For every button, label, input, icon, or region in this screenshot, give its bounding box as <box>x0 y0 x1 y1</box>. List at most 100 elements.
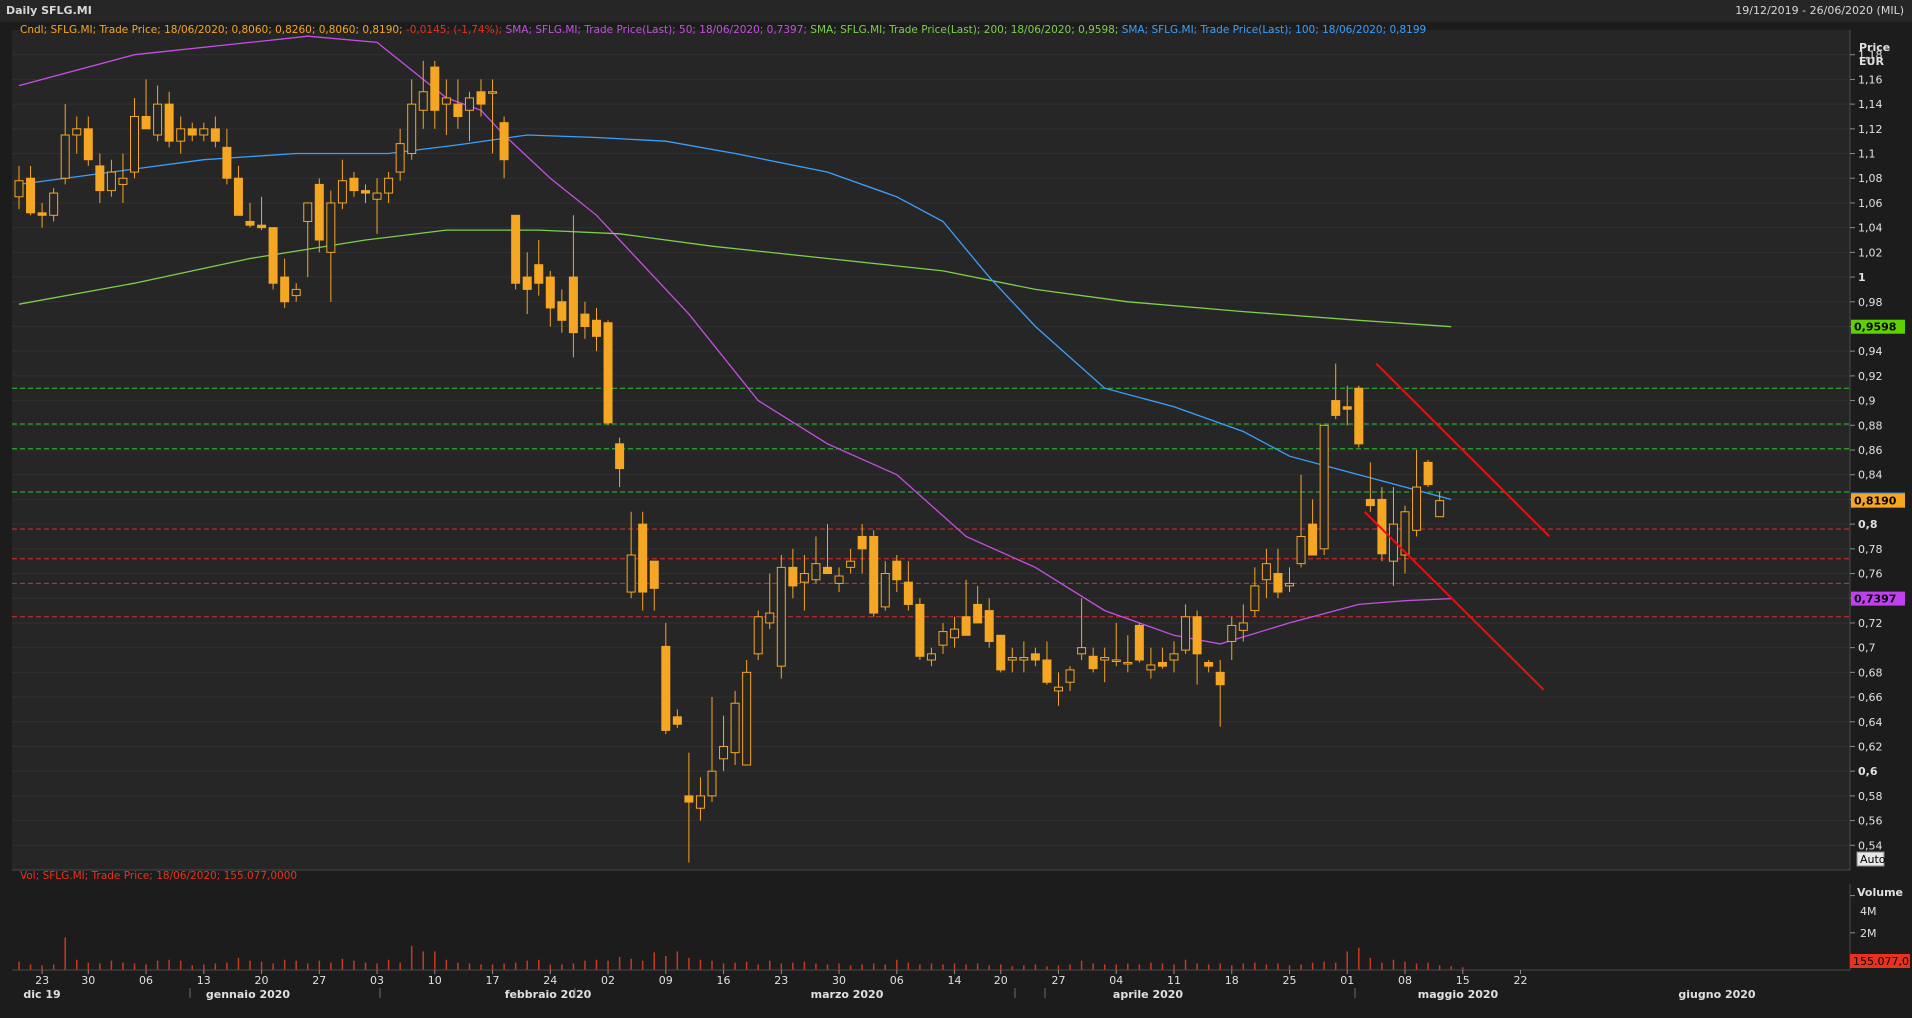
candle <box>1134 622 1144 663</box>
candle-body-down <box>37 212 47 216</box>
candle-body-up <box>926 653 936 661</box>
candle-body-up <box>730 702 740 754</box>
candle-body-up <box>1123 661 1133 665</box>
price-tick-label: 1,02 <box>1858 246 1883 259</box>
candle-body-down <box>268 227 278 284</box>
time-axis[interactable]: 23 30 06 13 20 27 03 10 17 24 02 09 16 23 30 06 14 20 27 04… <box>12 969 1850 1001</box>
candle-body-down <box>1204 661 1214 667</box>
chart-canvas[interactable]: 0,54 0,56 0,58 0,6 0,62 0,64 0,66 0,68 0,7 0,72 0,… <box>0 22 1912 1018</box>
candle <box>603 320 613 426</box>
candle-body-up <box>337 180 347 204</box>
candle-body-down <box>1088 655 1098 670</box>
candle-body-up <box>626 554 636 593</box>
auto-scale-button[interactable] <box>1856 851 1885 867</box>
candle-body-down <box>1215 671 1225 686</box>
candle <box>1181 604 1191 654</box>
candle-body-up <box>1227 624 1237 642</box>
candle <box>938 622 948 654</box>
price-tick-label: 0,9 <box>1858 395 1876 408</box>
candle <box>672 709 682 728</box>
price-tick-label: 0,68 <box>1858 666 1883 679</box>
candle <box>407 79 417 160</box>
date-range: 19/12/2019 - 26/06/2020 (MIL) <box>1735 4 1904 17</box>
candle-body-down <box>903 581 913 605</box>
candle-body-up <box>1435 500 1445 518</box>
time-tick-label: 02 <box>601 974 615 987</box>
chart-title: Daily SFLG.MI <box>6 4 92 17</box>
candle-body-down <box>476 91 486 105</box>
candle <box>26 165 36 216</box>
price-tick-label: 1 <box>1858 271 1866 284</box>
price-tick-label: 0,54 <box>1858 839 1883 852</box>
candle <box>1007 647 1017 673</box>
candle-body-down <box>615 443 625 470</box>
candle <box>846 548 856 574</box>
month-label: dic 19 <box>23 988 60 1001</box>
time-tick-label: 18 <box>1225 974 1239 987</box>
candle <box>557 289 567 333</box>
candle-body-down <box>1423 461 1433 486</box>
candle-body-up <box>1319 424 1329 550</box>
candle-body-up <box>753 616 763 655</box>
candle-body-up <box>118 177 128 185</box>
candle <box>1100 647 1110 683</box>
candle <box>1319 424 1329 555</box>
candle-body-up <box>1111 659 1121 662</box>
price-tick-label: 1,14 <box>1858 98 1883 111</box>
candle <box>233 165 243 216</box>
candle-body-up <box>464 97 474 111</box>
volume-last-tag-label: 155.077,0 <box>1853 955 1909 968</box>
price-axis[interactable]: 0,54 0,56 0,58 0,6 0,62 0,64 0,66 0,68 0,7 0,72 0,… <box>1849 30 1883 870</box>
candle <box>1054 672 1063 706</box>
window-title-bar: Daily SFLG.MI 19/12/2019 - 26/06/2020 (M… <box>0 0 1912 23</box>
time-tick-label: 24 <box>543 974 557 987</box>
candle-body-down <box>672 716 682 725</box>
candle-body-down <box>869 535 879 614</box>
candle <box>742 660 752 766</box>
price-tag <box>1851 319 1905 334</box>
candle-body-up <box>14 180 24 198</box>
candle-body-up <box>130 115 139 173</box>
candle-body-up <box>395 143 405 173</box>
time-tick-label: 27 <box>312 974 326 987</box>
price-tick-label: 1,12 <box>1858 123 1883 136</box>
candle <box>1400 505 1410 574</box>
candle <box>72 116 82 154</box>
candle <box>95 153 105 203</box>
time-tick-label: 30 <box>832 974 846 987</box>
candle <box>1377 487 1387 562</box>
candle-body-down <box>1342 406 1352 410</box>
month-label: maggio 2020 <box>1418 988 1499 1001</box>
month-label: marzo 2020 <box>811 988 884 1001</box>
time-tick-label: 25 <box>1283 974 1297 987</box>
candle <box>1030 647 1040 667</box>
candle-body-down <box>638 523 648 593</box>
candle <box>707 697 717 803</box>
candle-body-down <box>1331 400 1341 416</box>
candle <box>626 511 636 599</box>
candle-body-up <box>49 192 59 216</box>
candle <box>1423 459 1433 488</box>
candle <box>811 536 821 584</box>
candle <box>568 215 578 358</box>
candle <box>1192 610 1202 685</box>
candle <box>1285 567 1294 593</box>
price-tick-label: 0,8 <box>1858 518 1878 531</box>
candle-body-down <box>1030 653 1040 661</box>
candle-body-up <box>950 628 960 639</box>
candle <box>1019 641 1029 673</box>
candle <box>1088 647 1098 673</box>
candle-body-down <box>187 128 197 136</box>
candlesticks <box>14 60 1445 863</box>
candle <box>361 184 370 203</box>
candle-body-up <box>1412 486 1422 531</box>
month-label: aprile 2020 <box>1113 988 1184 1001</box>
candle <box>649 560 659 611</box>
candle-body-down <box>349 177 359 192</box>
candle-body-up <box>1146 664 1156 671</box>
price-tick-label: 0,62 <box>1858 740 1883 753</box>
candle <box>522 252 532 315</box>
month-label: gennaio 2020 <box>206 988 291 1001</box>
price-tick-label: 1,18 <box>1858 49 1883 62</box>
legend-segment: SMA; SFLG.MI; Trade Price(Last); 100; 18… <box>1118 24 1426 36</box>
